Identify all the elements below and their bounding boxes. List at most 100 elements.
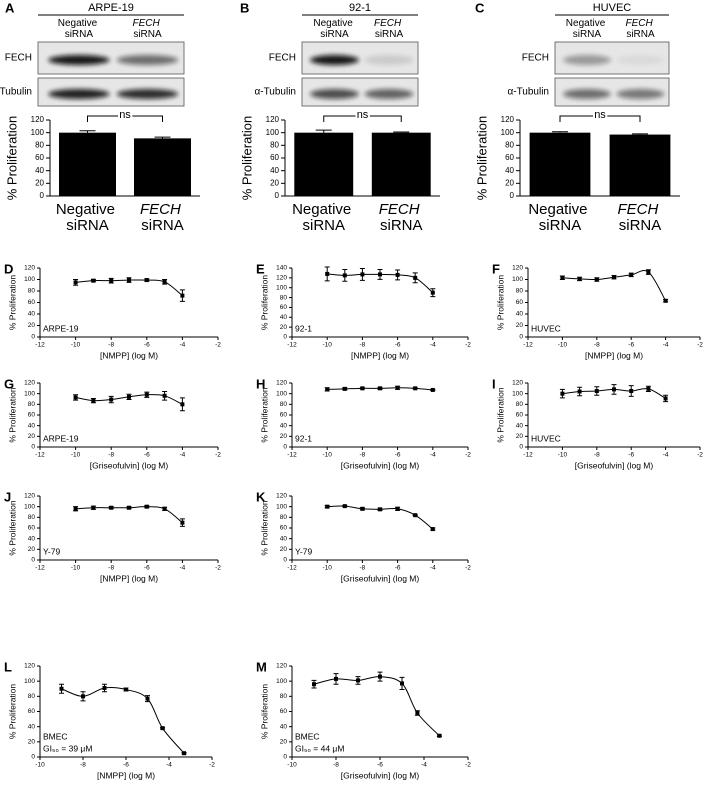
blot-band [310,55,359,65]
lane-label: FECH siRNA [626,18,656,40]
data-point [325,387,330,392]
fit-curve [313,676,440,737]
y-tick-label: 60 [280,304,288,311]
data-point [629,389,634,393]
x-tick-label: Negative siRNA [56,201,119,234]
x-tick-label: -8 [333,762,339,769]
lane-label-line: FECH [133,18,163,29]
x-tick-label: -8 [360,342,366,349]
blot-title: 92-1 [349,2,371,14]
cell-line-label: HUVEC [531,433,561,443]
blot-label: FECH [5,53,32,64]
y-tick-label: 20 [280,739,288,746]
y-tick-label: 0 [283,754,287,761]
x-tick-label-line: siRNA [302,217,345,234]
data-point [378,674,382,679]
y-axis-label: % Proliferation [7,275,17,331]
data-point [180,402,185,407]
y-tick-label: 100 [24,276,35,283]
data-point [334,676,338,681]
data-point [342,504,347,509]
blot-label: α-Tubulin [0,87,32,98]
panel-letter: M [256,659,267,674]
x-tick-label: -2 [215,565,221,572]
panel-letter: C [475,0,485,15]
y-tick-label: 120 [31,115,45,124]
x-tick-label: -6 [144,342,150,349]
y-tick-label: 120 [276,663,287,670]
y-axis-label: % Proliferation [239,116,254,201]
data-point [577,389,582,394]
data-point [73,506,78,511]
y-tick-label: 20 [270,178,279,187]
y-tick-label: 80 [280,693,288,700]
x-axis-label: [Griseofulvin] (log M) [341,573,420,583]
data-point [646,270,651,275]
x-tick-label: -10 [71,452,81,459]
x-tick-label: -12 [287,565,297,572]
x-tick-label: -10 [322,565,332,572]
x-tick-label-line: FECH [618,201,663,218]
lane-label-line: FECH [626,18,656,29]
x-tick-label-line: siRNA [141,217,184,234]
y-tick-label: 20 [516,433,524,440]
x-tick-label: FECH siRNA [140,201,185,234]
data-point [144,278,149,283]
significance-bracket [559,115,641,122]
y-tick-label: 60 [28,525,36,532]
significance-bracket [87,115,163,122]
y-tick-label: 20 [28,433,36,440]
y-tick-label: 80 [28,693,36,700]
bar [529,132,591,196]
data-point [127,505,131,510]
x-tick-label-line: siRNA [66,217,109,234]
blot-band [616,55,665,65]
y-tick-label: 60 [270,153,279,162]
data-point [413,275,418,280]
x-tick-label: -8 [108,565,114,572]
data-point [594,389,599,393]
x-tick-label: -2 [465,452,471,459]
lane-label: Negative siRNA [58,18,100,40]
x-tick-label: -8 [360,452,366,459]
data-point [560,275,565,280]
blot-band [116,55,179,65]
x-tick-label-line: Negative [292,201,355,218]
data-point [59,686,64,691]
data-point [127,394,131,399]
blot-band [364,89,414,99]
data-point [663,298,668,303]
data-point [360,386,365,391]
x-tick-label: -4 [180,452,186,459]
data-point [91,505,96,510]
y-axis-label: % Proliferation [259,275,269,331]
lane-label-line: siRNA [320,29,349,40]
y-tick-label: 120 [24,663,35,670]
y-tick-label: 100 [266,128,280,137]
y-tick-label: 100 [276,678,287,685]
significance-label: ns [357,109,369,121]
x-axis-label: [Griseofulvin] (log M) [90,460,169,470]
y-tick-label: 40 [35,166,44,175]
y-tick-label: 140 [276,265,287,272]
x-tick-label: -6 [144,452,150,459]
y-tick-label: 40 [28,422,36,429]
data-point [109,397,114,402]
significance-label: ns [119,109,131,121]
data-point [360,272,365,277]
y-tick-label: 40 [28,535,36,542]
x-tick-label: -2 [465,565,471,572]
x-tick-label: -12 [287,342,297,349]
data-point [430,387,435,392]
x-tick-label: FECH siRNA [618,201,663,234]
x-tick-label: -4 [421,762,427,769]
y-tick-label: 40 [516,311,524,318]
y-tick-label: 60 [516,299,524,306]
y-tick-label: 40 [270,166,279,175]
y-tick-label: 100 [24,678,35,685]
x-axis-label: [NMPP] (log M) [585,350,643,360]
data-point [413,513,418,518]
x-tick-label: -10 [71,565,81,572]
data-point [180,293,185,298]
blot-label: α-Tubulin [254,87,296,98]
